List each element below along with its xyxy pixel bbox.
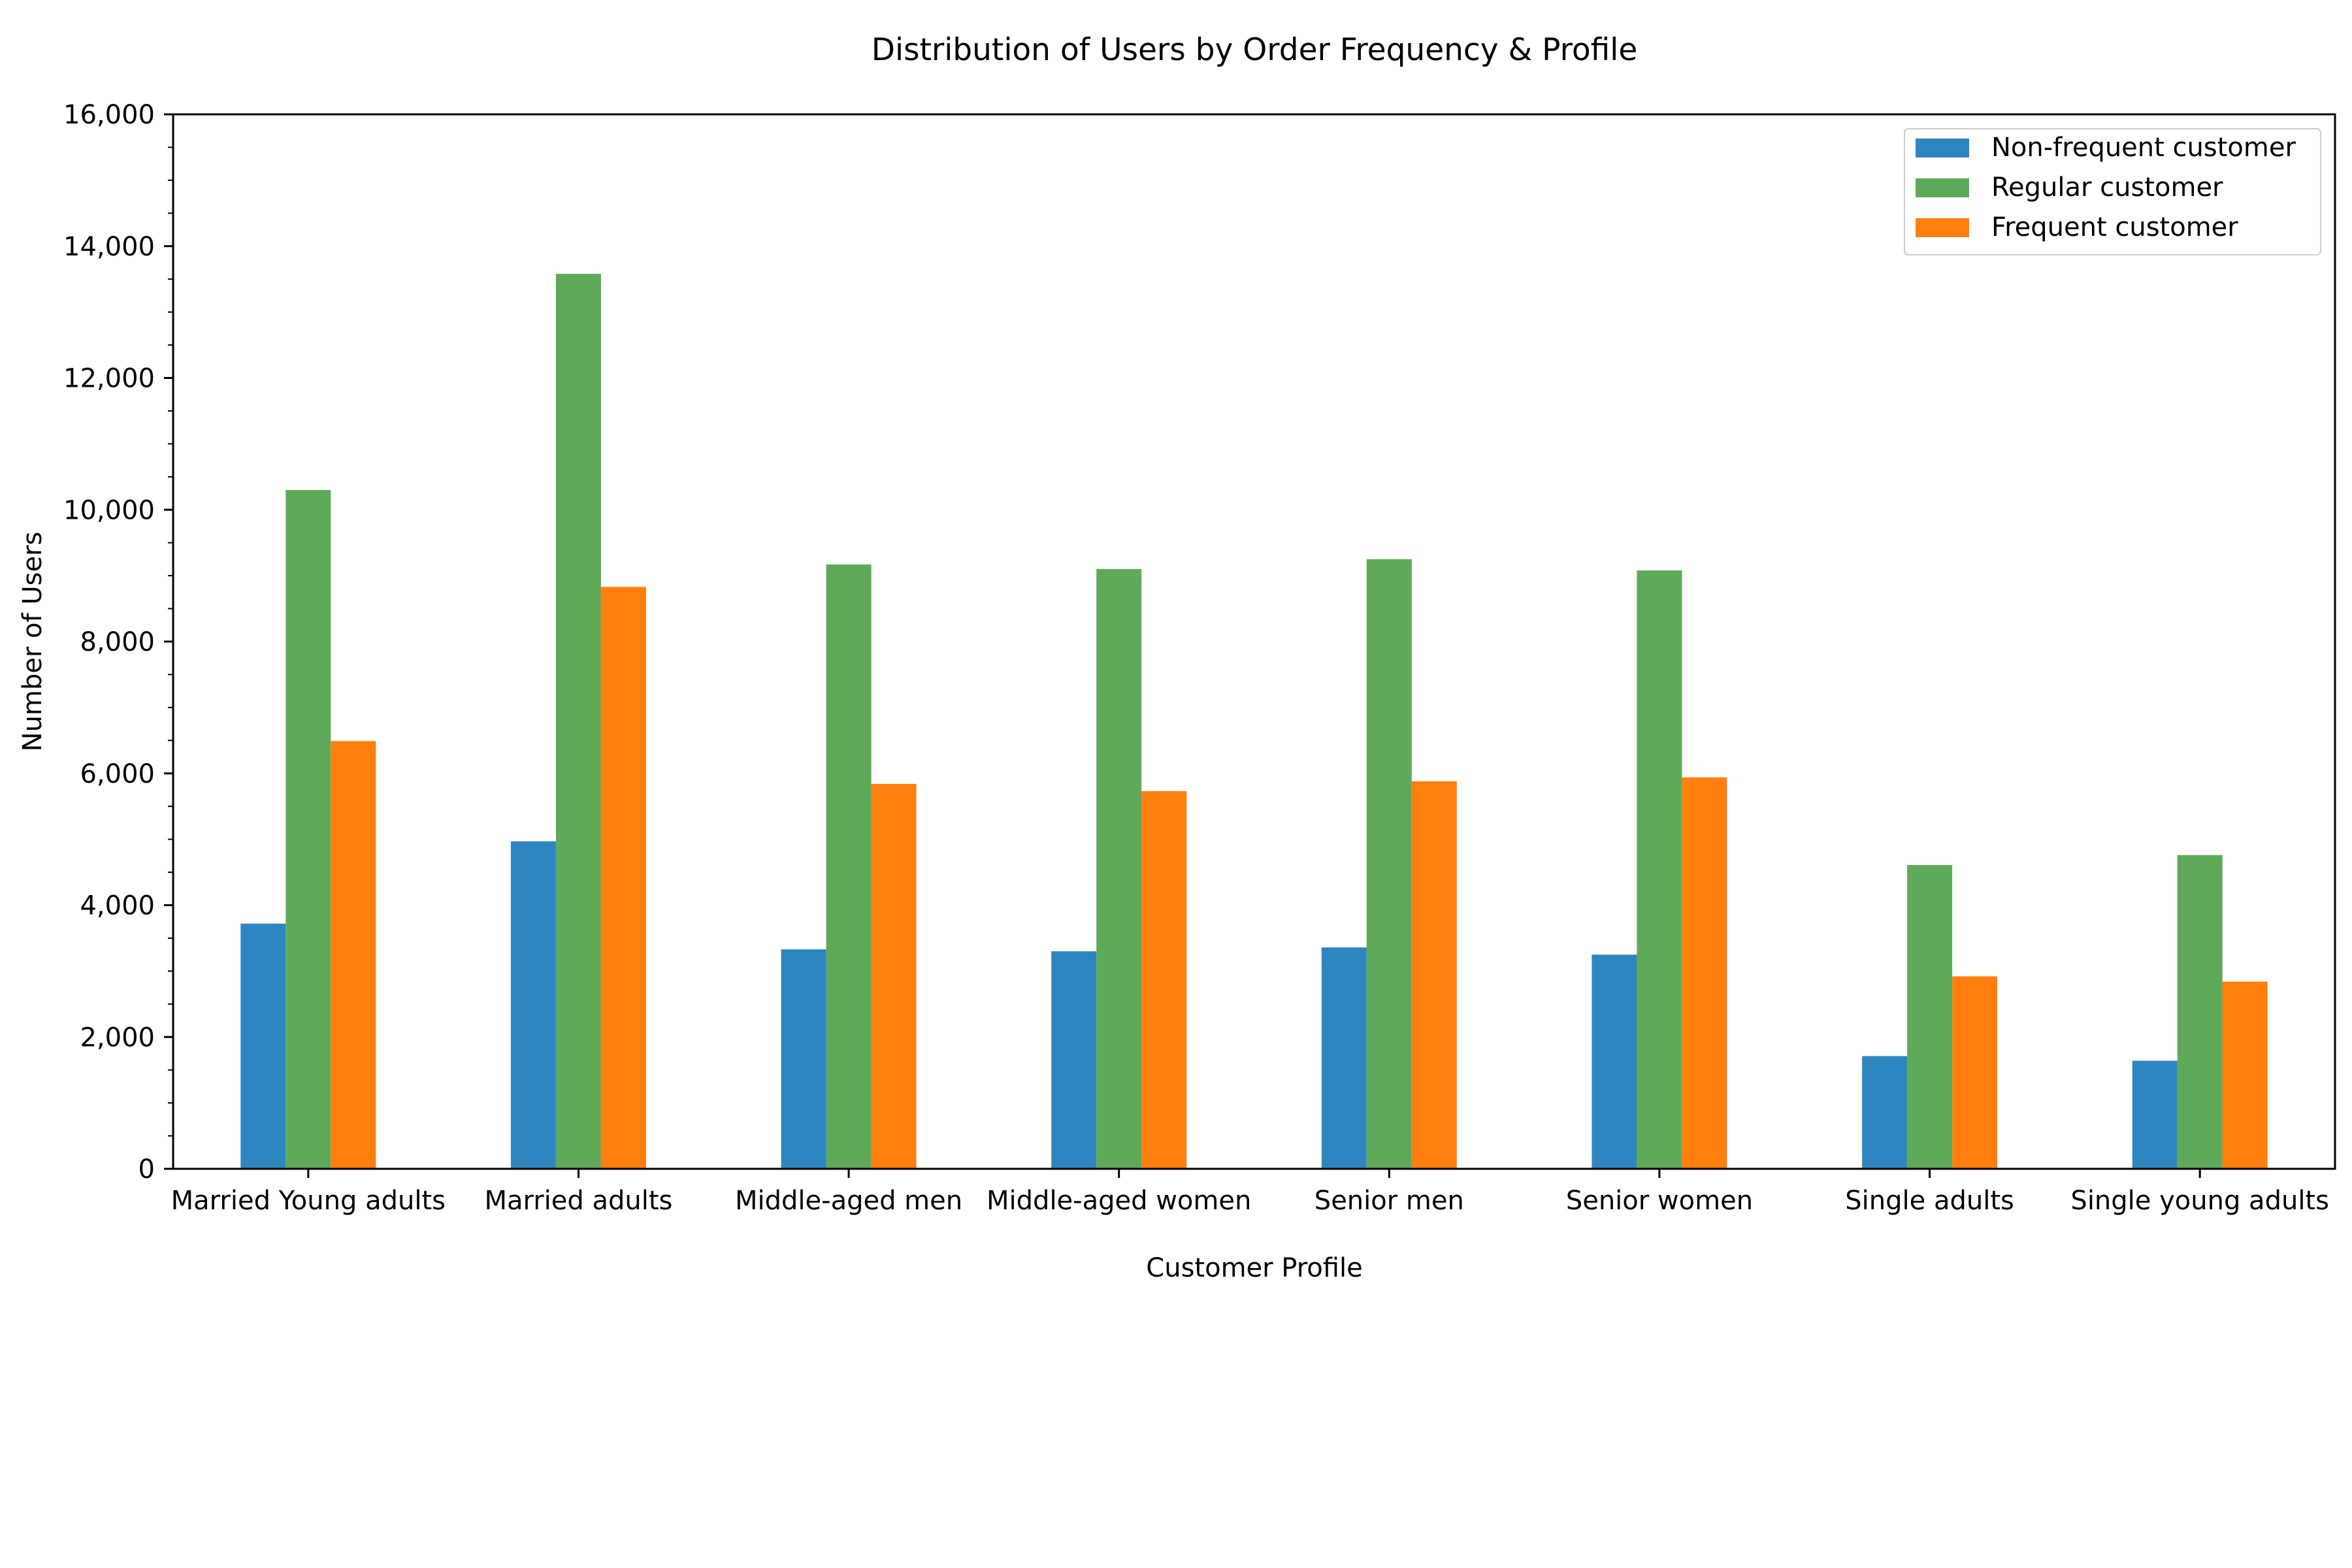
legend-swatch xyxy=(1916,218,1969,237)
x-tick-label: Middle-aged women xyxy=(987,1186,1251,1216)
y-tick-label: 2,000 xyxy=(80,1022,155,1053)
y-tick-label: 4,000 xyxy=(80,891,155,921)
bar xyxy=(1952,976,1998,1169)
x-tick-label: Senior men xyxy=(1315,1186,1464,1216)
y-tick-label: 16,000 xyxy=(63,100,155,130)
bar xyxy=(1366,559,1412,1169)
y-axis: 0 2,000 4,000 6,000 8,000 10,000 12,000 14,000 1… xyxy=(63,100,173,1184)
bar xyxy=(1862,1056,1908,1169)
x-tick-label: Senior women xyxy=(1566,1186,1753,1216)
bar xyxy=(1051,951,1097,1169)
y-tick-label: 10,000 xyxy=(63,495,155,525)
x-tick-label: Married Young adults xyxy=(171,1186,446,1216)
bar xyxy=(510,841,556,1169)
y-tick-label: 6,000 xyxy=(80,759,155,789)
y-axis-label: Number of Users xyxy=(18,532,48,752)
x-tick-label: Middle-aged men xyxy=(735,1186,962,1216)
bar xyxy=(240,923,286,1169)
y-tick-label: 14,000 xyxy=(63,232,155,262)
legend-label: Non-frequent customer xyxy=(1991,133,2296,163)
x-tick-label: Single young adults xyxy=(2070,1186,2329,1216)
bar xyxy=(2177,855,2223,1169)
legend-swatch xyxy=(1916,139,1969,157)
bar xyxy=(331,741,376,1169)
bars-group xyxy=(240,274,2268,1169)
bar xyxy=(555,274,601,1169)
legend-frame xyxy=(1904,128,2321,255)
bar xyxy=(2222,981,2268,1169)
legend-label: Regular customer xyxy=(1991,172,2223,203)
legend-swatch xyxy=(1916,178,1969,197)
bar xyxy=(1682,777,1727,1169)
bar xyxy=(600,587,646,1169)
bar xyxy=(1321,947,1367,1169)
bar xyxy=(1637,570,1682,1169)
bar xyxy=(1907,865,1953,1169)
x-tick-label: Single adults xyxy=(1845,1186,2014,1216)
x-tick-label: Married adults xyxy=(484,1186,672,1216)
y-tick-label: 0 xyxy=(139,1154,155,1184)
plot-frame xyxy=(172,113,2336,1170)
legend: Non-frequent customer Regular customer Fre… xyxy=(1904,128,2321,255)
bar xyxy=(826,564,872,1169)
chart-title: Distribution of Users by Order Frequency… xyxy=(872,32,1638,68)
bar xyxy=(1592,955,1637,1169)
y-tick-label: 8,000 xyxy=(80,627,155,657)
x-axis: Married Young adults Married adults Middle… xyxy=(171,1169,2329,1216)
bar xyxy=(1096,569,1142,1169)
bar xyxy=(781,949,826,1169)
bar xyxy=(1411,781,1457,1169)
legend-label: Frequent customer xyxy=(1991,212,2238,242)
bar xyxy=(286,490,331,1169)
bar xyxy=(871,783,917,1169)
bar xyxy=(2132,1060,2178,1169)
x-axis-label: Customer Profile xyxy=(1146,1253,1362,1283)
bar xyxy=(1141,791,1187,1169)
y-tick-label: 12,000 xyxy=(63,364,155,394)
